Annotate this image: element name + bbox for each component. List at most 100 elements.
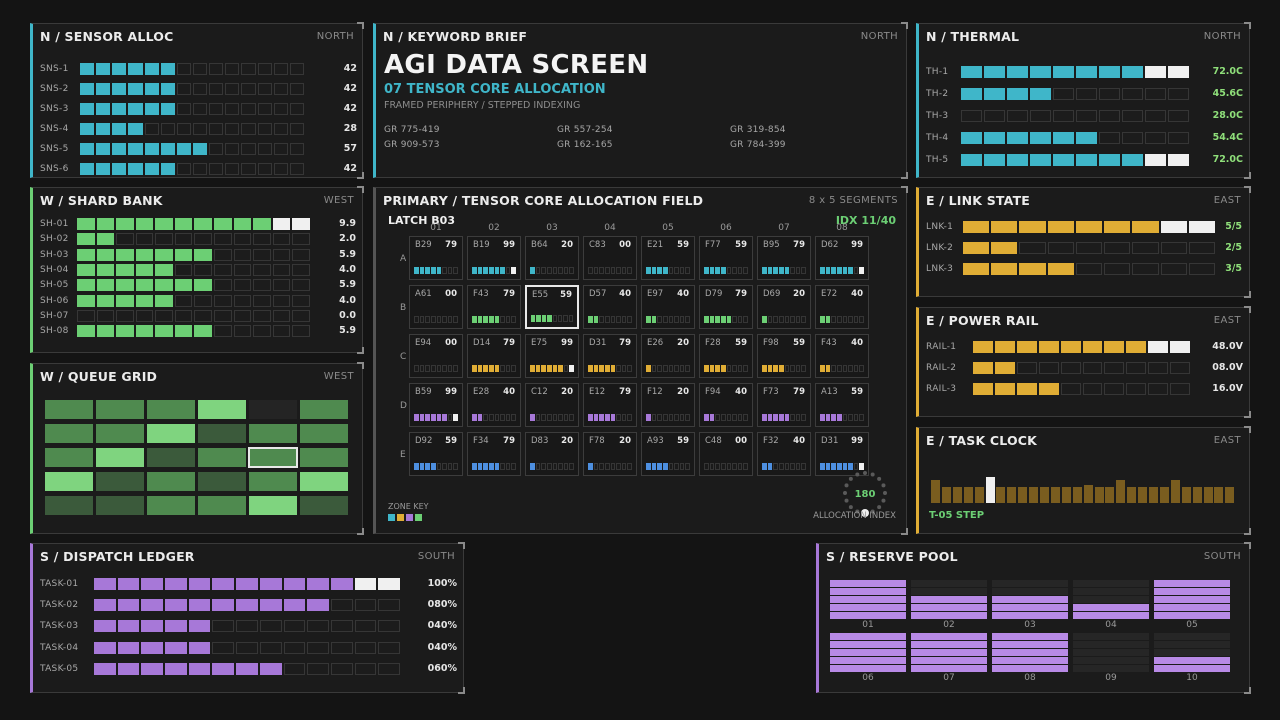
meter-cell [272,218,291,230]
segment-cell[interactable]: E75 99 [525,334,579,378]
segment-meter-cell [593,414,599,421]
segment-cell[interactable]: D14 79 [467,334,521,378]
segment-meter-cell [505,267,511,274]
segment-cell[interactable]: F43 79 [467,285,521,329]
segment-cell[interactable]: F32 40 [757,432,811,476]
meter-cell [1047,263,1074,275]
segment-meter-cell [430,267,436,274]
row-value: 5.9 [339,248,356,260]
meter-cell [292,218,310,230]
segment-cell[interactable]: F28 59 [699,334,753,378]
meter-cell [257,123,272,135]
queue-cell[interactable] [147,400,195,419]
segment-cell[interactable]: C83 00 [583,236,637,280]
meter-cell [292,294,310,307]
queue-cell[interactable] [96,448,144,467]
meter-cell [194,279,213,292]
queue-cell[interactable] [249,400,297,419]
meter-cell [188,641,211,654]
segment-meter-cell [442,267,447,274]
segment-meter-cell [453,267,458,274]
queue-cell[interactable] [45,448,93,467]
segment-cell[interactable]: C48 00 [699,432,753,476]
segment-cell[interactable]: D31 99 [815,432,869,476]
segment-cell[interactable]: F94 40 [699,383,753,427]
queue-cell[interactable] [198,472,246,491]
segment-cell[interactable]: E28 40 [467,383,521,427]
segment-cell[interactable]: D79 79 [699,285,753,329]
segment-cell[interactable]: D69 20 [757,285,811,329]
segment-cell[interactable]: A93 59 [641,432,695,476]
queue-cell[interactable] [96,472,144,491]
queue-cell[interactable] [45,472,93,491]
segment-cell[interactable]: D57 40 [583,285,637,329]
queue-cell[interactable] [300,448,348,467]
segment-cell[interactable]: F34 79 [467,432,521,476]
queue-cell[interactable] [300,472,348,491]
queue-cell[interactable] [147,472,195,491]
queue-cell[interactable] [249,472,297,491]
segment-cell[interactable]: E12 79 [583,383,637,427]
segment-cell[interactable]: F43 40 [815,334,869,378]
segment-cell[interactable]: E72 40 [815,285,869,329]
queue-cell[interactable] [249,496,297,515]
queue-cell[interactable] [198,448,246,467]
meter-cell [272,233,291,246]
meter-cell [253,325,271,338]
queue-cell[interactable] [45,400,93,419]
queue-cell[interactable] [45,424,93,443]
queue-cell[interactable] [198,496,246,515]
queue-cell[interactable] [96,400,144,419]
segment-meter-cell [651,267,657,274]
queue-cell[interactable] [300,424,348,443]
segment-cell[interactable]: B95 79 [757,236,811,280]
segment-cell[interactable]: D31 79 [583,334,637,378]
segment-cell[interactable]: B29 79 [409,236,463,280]
reserve-pool-panel: S / RESERVE POOL SOUTH 01 02 03 04 05 06 07 08 09… [816,542,1251,694]
row-value: 4.0 [339,294,356,306]
segment-meter-cell [836,414,842,421]
queue-cell[interactable] [147,448,195,467]
segment-meter-cell [588,267,593,274]
segment-cell[interactable]: F73 79 [757,383,811,427]
segment-cell[interactable]: E94 00 [409,334,463,378]
queue-cell[interactable] [249,424,297,443]
meter-cell [174,218,193,230]
meter-cell [1168,154,1189,166]
queue-cell[interactable] [300,400,348,419]
segment-cell[interactable]: E97 40 [641,285,695,329]
queue-cell[interactable] [147,424,195,443]
queue-cell[interactable] [300,496,348,515]
segment-cell[interactable]: D62 99 [815,236,869,280]
segment-meter-cell [737,267,743,274]
segment-meter-cell [500,267,505,274]
segment-cell[interactable]: F77 59 [699,236,753,280]
queue-cell[interactable] [248,447,298,468]
segment-cell[interactable]: F78 20 [583,432,637,476]
segment-cell[interactable]: F12 20 [641,383,695,427]
segment-cell[interactable]: F98 59 [757,334,811,378]
queue-cell[interactable] [147,496,195,515]
segment-meter-cell [483,414,488,421]
pool-bar [992,633,1068,640]
meter-cell [292,233,310,246]
segment-cell[interactable]: B19 99 [467,236,521,280]
queue-cell[interactable] [96,496,144,515]
segment-cell[interactable]: A13 59 [815,383,869,427]
segment-cell[interactable]: E55 59 [525,285,579,329]
segment-cell[interactable]: D83 20 [525,432,579,476]
segment-cell[interactable]: D92 59 [409,432,463,476]
segment-cell[interactable]: B59 99 [409,383,463,427]
meter-cell [135,279,154,292]
queue-cell[interactable] [45,496,93,515]
segment-cell[interactable]: E26 20 [641,334,695,378]
segment-cell[interactable]: B64 20 [525,236,579,280]
queue-cell[interactable] [96,424,144,443]
segment-meter [646,316,690,323]
queue-cell[interactable] [198,400,246,419]
queue-cell[interactable] [198,424,246,443]
segment-cell[interactable]: C12 20 [525,383,579,427]
segment-meter-cell [447,365,453,372]
segment-cell[interactable]: E21 59 [641,236,695,280]
segment-cell[interactable]: A61 00 [409,285,463,329]
